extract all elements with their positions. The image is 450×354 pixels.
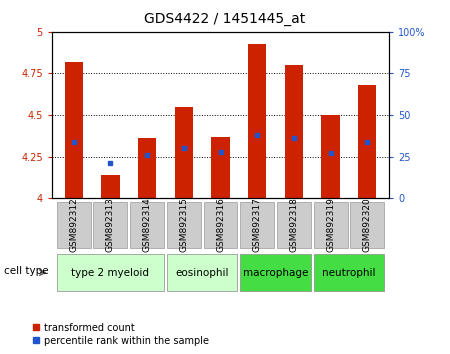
Text: GSM892318: GSM892318 bbox=[289, 197, 298, 252]
Bar bbox=[212, 137, 230, 198]
Text: neutrophil: neutrophil bbox=[322, 268, 376, 278]
Text: GSM892312: GSM892312 bbox=[69, 198, 78, 252]
Text: GSM892319: GSM892319 bbox=[326, 197, 335, 252]
Text: GSM892314: GSM892314 bbox=[143, 198, 152, 252]
Text: GSM892317: GSM892317 bbox=[253, 197, 262, 252]
Text: GDS4422 / 1451445_at: GDS4422 / 1451445_at bbox=[144, 12, 306, 27]
Text: eosinophil: eosinophil bbox=[176, 268, 229, 278]
Bar bbox=[285, 65, 303, 198]
Bar bbox=[175, 107, 193, 198]
Bar bbox=[248, 44, 266, 198]
Text: type 2 myeloid: type 2 myeloid bbox=[72, 268, 149, 278]
Bar bbox=[138, 138, 156, 198]
Text: GSM892316: GSM892316 bbox=[216, 197, 225, 252]
Bar bbox=[65, 62, 83, 198]
Bar bbox=[358, 85, 376, 198]
Text: GSM892315: GSM892315 bbox=[179, 197, 188, 252]
Bar bbox=[101, 175, 120, 198]
Text: macrophage: macrophage bbox=[243, 268, 308, 278]
Legend: transformed count, percentile rank within the sample: transformed count, percentile rank withi… bbox=[32, 323, 210, 346]
Text: cell type: cell type bbox=[4, 266, 49, 276]
Text: GSM892320: GSM892320 bbox=[363, 198, 372, 252]
Text: GSM892313: GSM892313 bbox=[106, 197, 115, 252]
Bar bbox=[321, 115, 340, 198]
